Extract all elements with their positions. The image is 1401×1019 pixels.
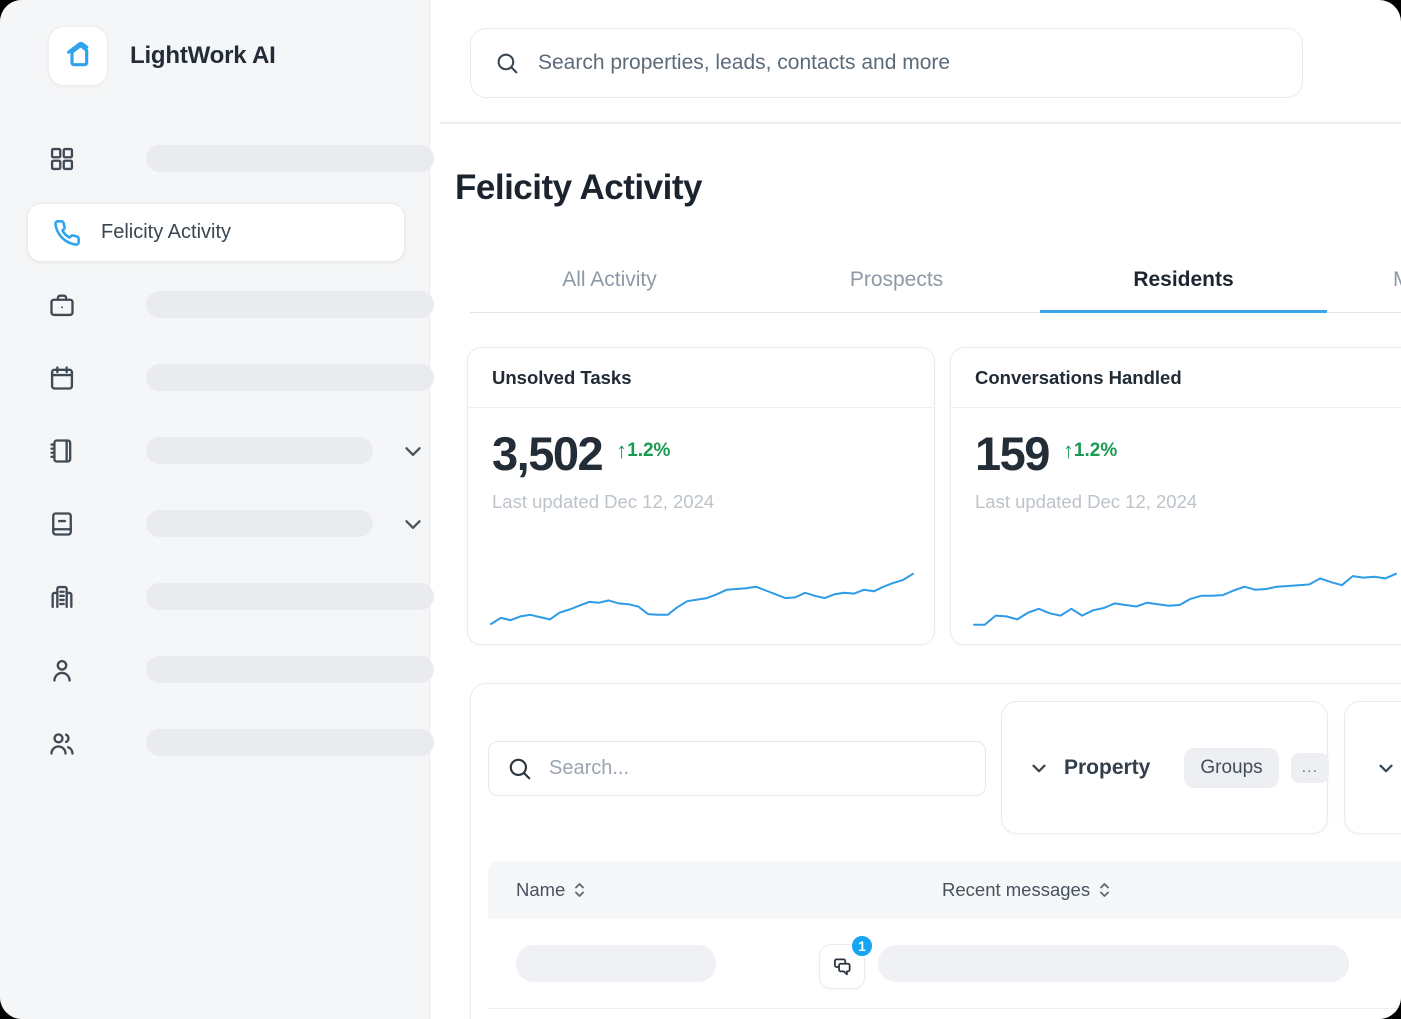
- column-label: Recent messages: [942, 879, 1091, 900]
- column-label: Name: [516, 879, 566, 900]
- sort-icon: [1098, 880, 1111, 900]
- stat-value: 159: [975, 427, 1050, 480]
- stat-card-unsolved-tasks: Unsolved Tasks 3,502 ↑ 1.2% Last updated…: [467, 347, 935, 645]
- tab-next-partial[interactable]: M: [1327, 250, 1401, 313]
- users-icon: [48, 729, 76, 757]
- table-header: Name Recent messages: [488, 861, 1401, 919]
- chat-bubbles-icon: [830, 955, 854, 979]
- page-title: Felicity Activity: [455, 168, 702, 207]
- tabs-baseline: [470, 311, 1401, 313]
- tab-prospects[interactable]: Prospects: [849, 268, 944, 291]
- chevron-down-icon[interactable]: [400, 511, 426, 537]
- property-filter-label: Property: [1064, 755, 1151, 779]
- sidebar-item-book[interactable]: [48, 510, 421, 538]
- stat-card-conversations-handled: Conversations Handled 159 ↑ 1.2% Last up…: [950, 347, 1401, 645]
- stat-value: 3,502: [492, 427, 604, 480]
- open-conversation-button[interactable]: 1: [819, 934, 874, 989]
- global-search-bar[interactable]: [470, 28, 1303, 98]
- stat-delta-value: 1.2%: [1073, 440, 1118, 461]
- briefcase-icon: [48, 291, 76, 319]
- sort-icon: [573, 880, 586, 900]
- list-search-bar[interactable]: [488, 741, 986, 796]
- secondary-filter-dropdown[interactable]: [1344, 701, 1401, 834]
- stat-card-body: 3,502 ↑ 1.2% Last updated Dec 12, 2024: [468, 408, 934, 644]
- building-icon: [48, 583, 76, 611]
- stat-delta-value: 1.2%: [627, 440, 671, 461]
- phone-icon: [53, 219, 81, 247]
- book-icon: [48, 510, 76, 538]
- table-row[interactable]: 1: [488, 919, 1401, 1009]
- message-skeleton: [878, 945, 1349, 982]
- sidebar-label-skeleton: [146, 510, 373, 537]
- tab-residents[interactable]: Residents: [1040, 250, 1327, 313]
- chevron-down-icon: [1375, 757, 1397, 779]
- global-search-input[interactable]: [536, 50, 1278, 76]
- sidebar-label-skeleton: [146, 364, 434, 391]
- sidebar-item-building[interactable]: [48, 583, 434, 611]
- app-title: LightWork AI: [130, 42, 276, 69]
- sidebar-item-users[interactable]: [48, 729, 434, 757]
- sidebar: LightWork AI Felicity Activity: [0, 0, 434, 1019]
- sidebar-label-skeleton: [146, 729, 434, 756]
- sidebar-item-user[interactable]: [48, 656, 434, 684]
- sidebar-label-skeleton: [146, 291, 434, 318]
- more-options-button[interactable]: ...: [1290, 752, 1330, 783]
- sidebar-item-dashboard[interactable]: [48, 145, 434, 173]
- grid-icon: [48, 145, 76, 173]
- sidebar-item-label: Felicity Activity: [101, 221, 232, 243]
- search-icon: [495, 51, 520, 76]
- sidebar-label-skeleton: [146, 656, 434, 683]
- sidebar-label-skeleton: [146, 437, 373, 464]
- stat-card-title: Conversations Handled: [951, 348, 1401, 408]
- name-skeleton: [516, 945, 716, 982]
- tab-bar: All Activity Prospects Residents M: [466, 250, 1401, 313]
- arrow-up-icon: ↑: [616, 438, 628, 463]
- search-icon: [507, 756, 533, 782]
- sidebar-item-notebook[interactable]: [48, 437, 421, 465]
- arrow-up-icon: ↑: [1062, 438, 1074, 463]
- chevron-down-icon: [1028, 757, 1050, 779]
- sidebar-label-skeleton: [146, 583, 434, 610]
- chevron-down-icon[interactable]: [400, 438, 426, 464]
- sparkline-chart: [971, 548, 1399, 630]
- header-divider: [440, 122, 1401, 124]
- tab-all-activity[interactable]: All Activity: [562, 268, 657, 291]
- stat-updated-text: Last updated Dec 12, 2024: [975, 491, 1198, 512]
- stat-delta: ↑ 1.2%: [1063, 440, 1117, 462]
- sparkline-chart: [488, 548, 916, 630]
- stat-card-body: 159 ↑ 1.2% Last updated Dec 12, 2024: [951, 408, 1401, 644]
- stat-delta: ↑ 1.2%: [616, 440, 670, 462]
- user-icon: [48, 656, 76, 684]
- property-filter-dropdown[interactable]: Property Groups ...: [1001, 701, 1330, 834]
- app-logo-row: LightWork AI: [48, 26, 276, 86]
- notebook-icon: [48, 437, 76, 465]
- column-header-recent-messages[interactable]: Recent messages: [942, 879, 1111, 901]
- stat-card-title: Unsolved Tasks: [468, 348, 934, 408]
- sidebar-item-briefcase[interactable]: [48, 291, 434, 319]
- home-icon: [62, 38, 94, 75]
- residents-list-panel: Property Groups ... Name Recent messages: [470, 683, 1401, 1019]
- list-search-input[interactable]: [547, 756, 967, 781]
- calendar-icon: [48, 364, 76, 392]
- sidebar-item-calendar[interactable]: [48, 364, 434, 392]
- unread-count-badge: 1: [850, 934, 874, 958]
- column-header-name[interactable]: Name: [516, 879, 586, 901]
- stat-updated-text: Last updated Dec 12, 2024: [492, 491, 715, 512]
- sidebar-label-skeleton: [146, 145, 434, 172]
- home-logo-button[interactable]: [48, 26, 108, 86]
- sidebar-item-felicity-activity[interactable]: Felicity Activity: [27, 203, 405, 262]
- groups-button[interactable]: Groups: [1184, 747, 1279, 788]
